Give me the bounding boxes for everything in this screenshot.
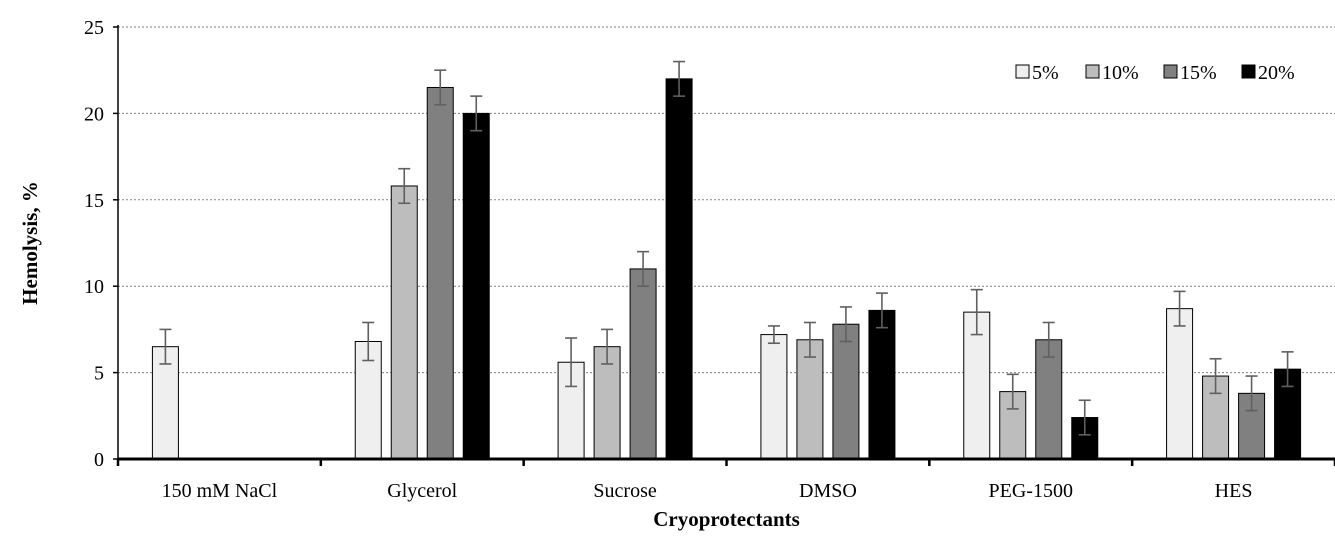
legend-swatch [1085,64,1100,79]
legend-label: 15% [1180,62,1217,84]
legend: 5% 10% 15% 20% [1015,62,1295,84]
x-category-label: 150 mM NaCl [162,480,278,502]
x-category-label: PEG-1500 [989,480,1073,502]
y-tick-label: 20 [84,103,104,125]
bar [868,309,896,460]
bar [629,268,657,460]
y-tick-label: 5 [94,363,104,385]
bar [1035,339,1063,460]
legend-label: 10% [1102,62,1139,84]
y-tick-label: 25 [84,17,104,39]
bar [963,311,991,460]
bars [151,60,1302,460]
legend-swatch [1163,64,1178,79]
y-tick-label: 10 [84,276,104,298]
bar [665,78,693,460]
bar [796,339,824,460]
legend-label: 5% [1032,62,1059,84]
y-tick-label: 0 [94,449,104,471]
bar [426,86,454,460]
x-category-label: Sucrose [593,480,656,502]
bar [390,185,418,460]
y-axis-title: Hemolysis, % [18,181,42,305]
legend-swatch [1015,64,1030,79]
bar [151,346,179,460]
bar [1166,308,1194,460]
legend-swatch [1241,64,1256,79]
x-axis-title: Cryoprotectants [653,507,800,531]
bar [832,323,860,460]
x-category-label: HES [1215,480,1253,502]
x-category-label: Glycerol [387,480,457,502]
legend-label: 20% [1258,62,1295,84]
gridlines [118,26,1335,374]
tick-labels: 0 5 10 15 20 25 150 mM NaCl Glycerol Sucrose DMSO… [84,17,1252,502]
y-tick-label: 15 [84,190,104,212]
bar [1071,417,1099,460]
axes [113,25,1335,466]
bar [462,112,490,460]
bar [760,334,788,460]
x-category-label: DMSO [799,480,857,502]
